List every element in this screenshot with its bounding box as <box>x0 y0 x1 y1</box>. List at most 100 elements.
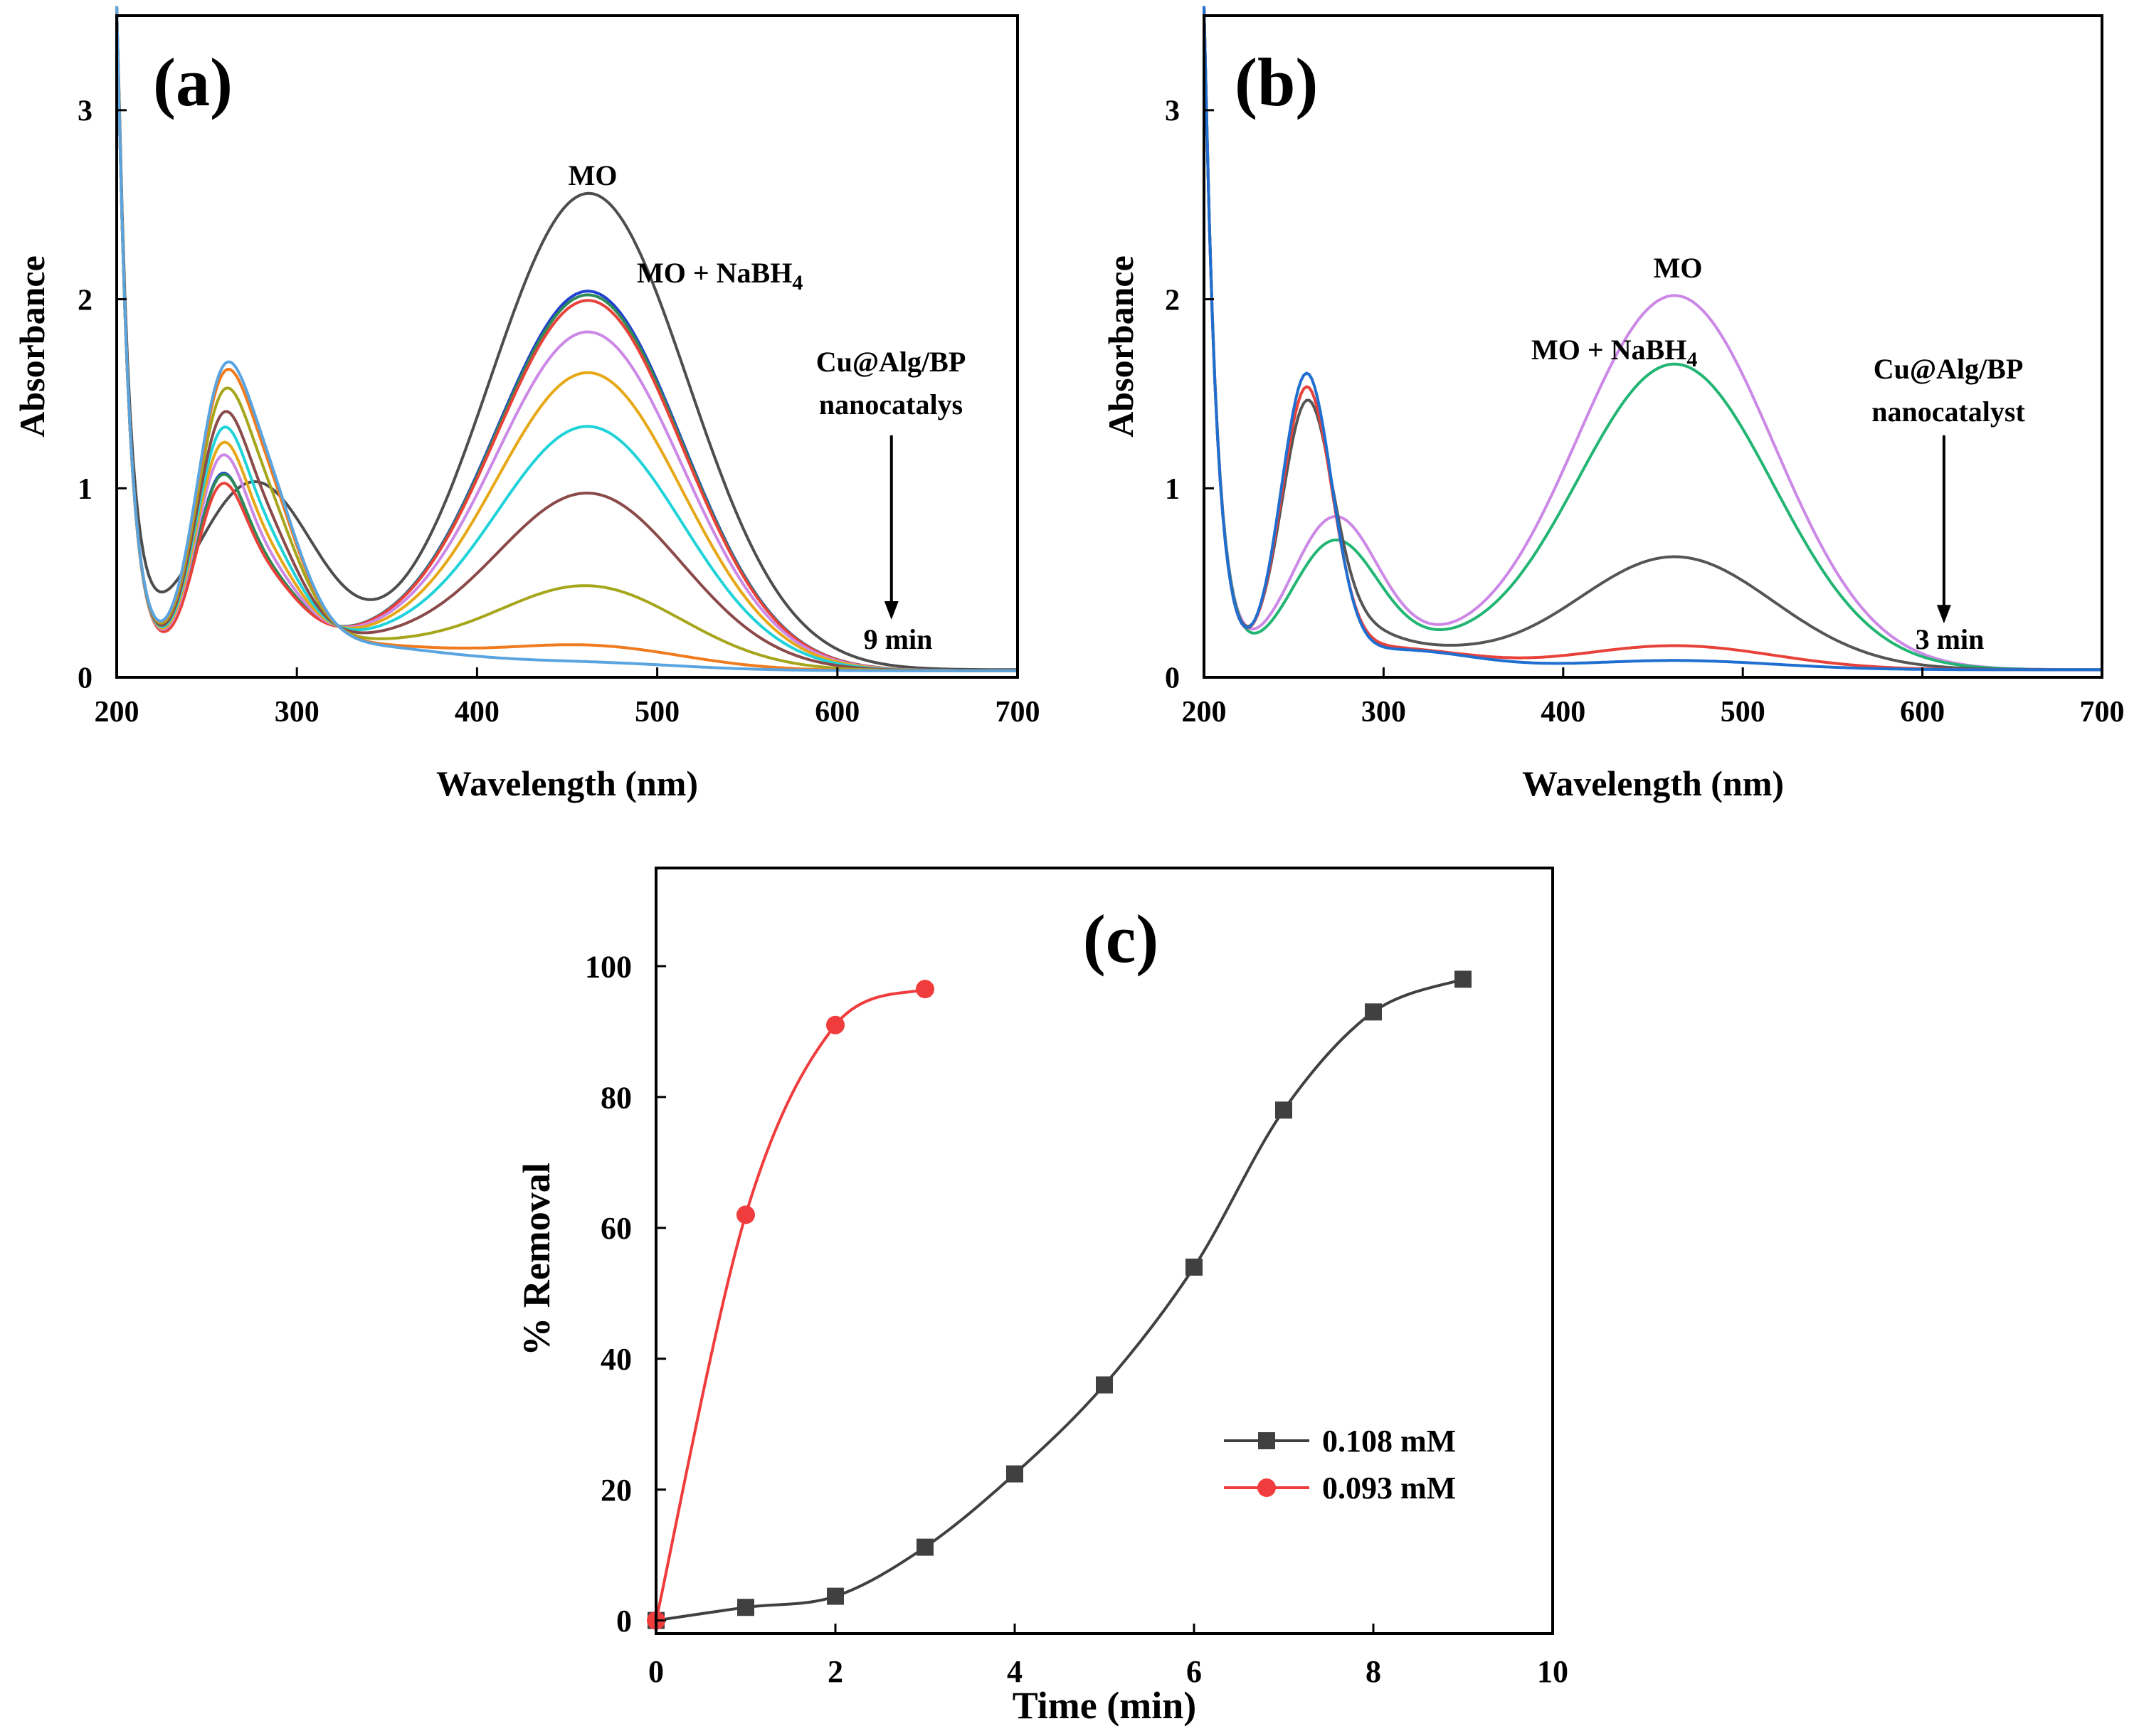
panel-a-yticks: 0 1 2 3 <box>78 95 127 695</box>
spectrum-line-3 <box>1203 6 2101 672</box>
panel-c-xticks: 0 2 4 6 8 10 <box>648 1624 1568 1689</box>
x-tick-label: 2 <box>828 1654 843 1689</box>
spectrum-line-1 <box>115 6 1017 672</box>
panel-c: 0 2 4 6 8 10 0 20 40 60 80 100 (c) Time (min) % Re… <box>515 867 1568 1727</box>
x-tick-label: 400 <box>455 696 500 729</box>
y-tick-label: 0 <box>1165 662 1180 695</box>
panel-a-curves <box>115 6 1017 672</box>
legend-label: 0.108 mM <box>1322 1424 1456 1459</box>
x-tick-label: 4 <box>1007 1654 1023 1689</box>
panel-a-frame <box>115 14 1019 679</box>
panel-b-ylabel: Absorbance <box>1101 255 1141 438</box>
data-point-square <box>1006 1465 1023 1483</box>
panel-b-annotation-mo-nabh4: MO + NaBH4 <box>1531 334 1697 371</box>
legend-label: 0.093 mM <box>1322 1471 1456 1505</box>
panel-b: 200 300 400 500 600 700 0 1 2 3 (b) Wavelength (… <box>1101 6 2125 803</box>
x-tick-label: 6 <box>1186 1654 1202 1689</box>
panel-c-xlabel: Time (min) <box>1013 1684 1196 1727</box>
panel-a-arrow <box>884 435 899 620</box>
data-point-square <box>1365 1003 1382 1021</box>
panel-b-mo-nabh4-text: MO + NaBH <box>1531 334 1686 366</box>
data-point-square <box>917 1538 934 1556</box>
data-point-circle <box>736 1205 755 1224</box>
panel-b-annotation-catalyst-2: nanocatalyst <box>1871 396 2025 428</box>
spectrum-line-11 <box>115 6 1017 672</box>
x-tick-label: 600 <box>1900 696 1945 729</box>
x-tick-label: 700 <box>995 696 1040 729</box>
panel-a-label: (a) <box>153 44 233 120</box>
arrow-head <box>884 600 899 620</box>
arrow-head <box>1936 605 1951 624</box>
panel-a-mo-nabh4-sub: 4 <box>792 271 803 295</box>
y-tick-label: 2 <box>78 284 93 317</box>
panel-b-xticks: 200 300 400 500 600 700 <box>1182 667 2125 729</box>
x-tick-label: 10 <box>1537 1654 1568 1689</box>
panel-a-annotation-mo: MO <box>569 159 618 191</box>
y-tick-label: 0 <box>78 662 93 695</box>
y-tick-label: 80 <box>601 1080 632 1115</box>
panel-c-frame <box>655 867 1554 1635</box>
panel-b-yticks: 0 1 2 3 <box>1165 95 1214 695</box>
panel-c-markers <box>647 970 1472 1630</box>
series-line-1 <box>655 978 1464 1622</box>
x-tick-label: 500 <box>1721 696 1765 729</box>
spectrum-line-2 <box>1203 6 2101 672</box>
x-tick-label: 200 <box>1182 696 1227 729</box>
y-tick-label: 40 <box>601 1342 632 1377</box>
panel-b-label: (b) <box>1235 44 1318 120</box>
panel-a-annotation-catalyst-2: nanocatalys <box>819 388 963 420</box>
panel-a: 200 300 400 500 600 700 0 1 2 3 (a) Wavelength (… <box>12 6 1040 803</box>
x-tick-label: 8 <box>1366 1654 1381 1689</box>
panel-b-mo-nabh4-sub: 4 <box>1686 348 1697 371</box>
panel-c-label: (c) <box>1083 901 1159 977</box>
panel-a-annotation-time: 9 min <box>864 623 933 655</box>
x-tick-label: 400 <box>1541 696 1585 729</box>
y-tick-label: 0 <box>616 1604 632 1639</box>
y-tick-label: 1 <box>1165 473 1180 506</box>
panel-b-annotation-mo: MO <box>1654 252 1703 284</box>
y-tick-label: 20 <box>601 1473 632 1508</box>
x-tick-label: 0 <box>648 1654 664 1689</box>
panel-a-annotation-catalyst-1: Cu@Alg/BP <box>816 346 966 378</box>
data-point-square <box>1454 970 1472 988</box>
panel-b-annotation-catalyst-1: Cu@Alg/BP <box>1874 353 2024 385</box>
data-point-square <box>827 1587 844 1605</box>
panel-c-curves <box>655 978 1464 1622</box>
data-point-circle <box>916 980 934 999</box>
panel-a-mo-nabh4-text: MO + NaBH <box>637 257 792 289</box>
y-tick-label: 3 <box>1165 95 1180 128</box>
panel-b-frame <box>1203 14 2103 679</box>
x-tick-label: 700 <box>2080 696 2125 729</box>
x-tick-label: 300 <box>275 696 319 729</box>
panel-c-yticks: 0 20 40 60 80 100 <box>585 949 666 1639</box>
panel-a-annotation-mo-nabh4: MO + NaBH4 <box>637 257 803 295</box>
data-point-square <box>1096 1376 1113 1394</box>
y-tick-label: 60 <box>601 1211 632 1246</box>
x-tick-label: 300 <box>1361 696 1406 729</box>
series-line-2 <box>655 988 926 1621</box>
spectrum-line-5 <box>1203 6 2101 672</box>
panel-a-ylabel: Absorbance <box>12 255 52 438</box>
y-tick-label: 3 <box>78 95 93 128</box>
y-tick-label: 100 <box>585 949 632 984</box>
data-point-circle <box>826 1015 845 1034</box>
panel-b-arrow <box>1936 435 1951 624</box>
legend-marker-circle <box>1257 1478 1276 1497</box>
spectrum-line-5 <box>115 6 1017 672</box>
x-tick-label: 500 <box>635 696 680 729</box>
legend-marker-square <box>1258 1432 1275 1449</box>
x-tick-label: 600 <box>815 696 860 729</box>
panel-a-xticks: 200 300 400 500 600 700 <box>95 667 1040 729</box>
y-tick-label: 1 <box>78 473 93 506</box>
y-tick-label: 2 <box>1165 284 1180 317</box>
data-point-square <box>1275 1101 1292 1119</box>
data-point-square <box>737 1599 754 1616</box>
panel-b-curves <box>1203 6 2101 672</box>
panel-b-xlabel: Wavelength (nm) <box>1522 763 1784 803</box>
panel-a-xlabel: Wavelength (nm) <box>436 763 698 803</box>
x-tick-label: 200 <box>95 696 139 729</box>
panel-c-legend: 0.108 mM 0.093 mM <box>1224 1424 1456 1505</box>
panel-c-ylabel: % Removal <box>515 1163 558 1355</box>
panel-b-annotation-time: 3 min <box>1916 623 1985 655</box>
